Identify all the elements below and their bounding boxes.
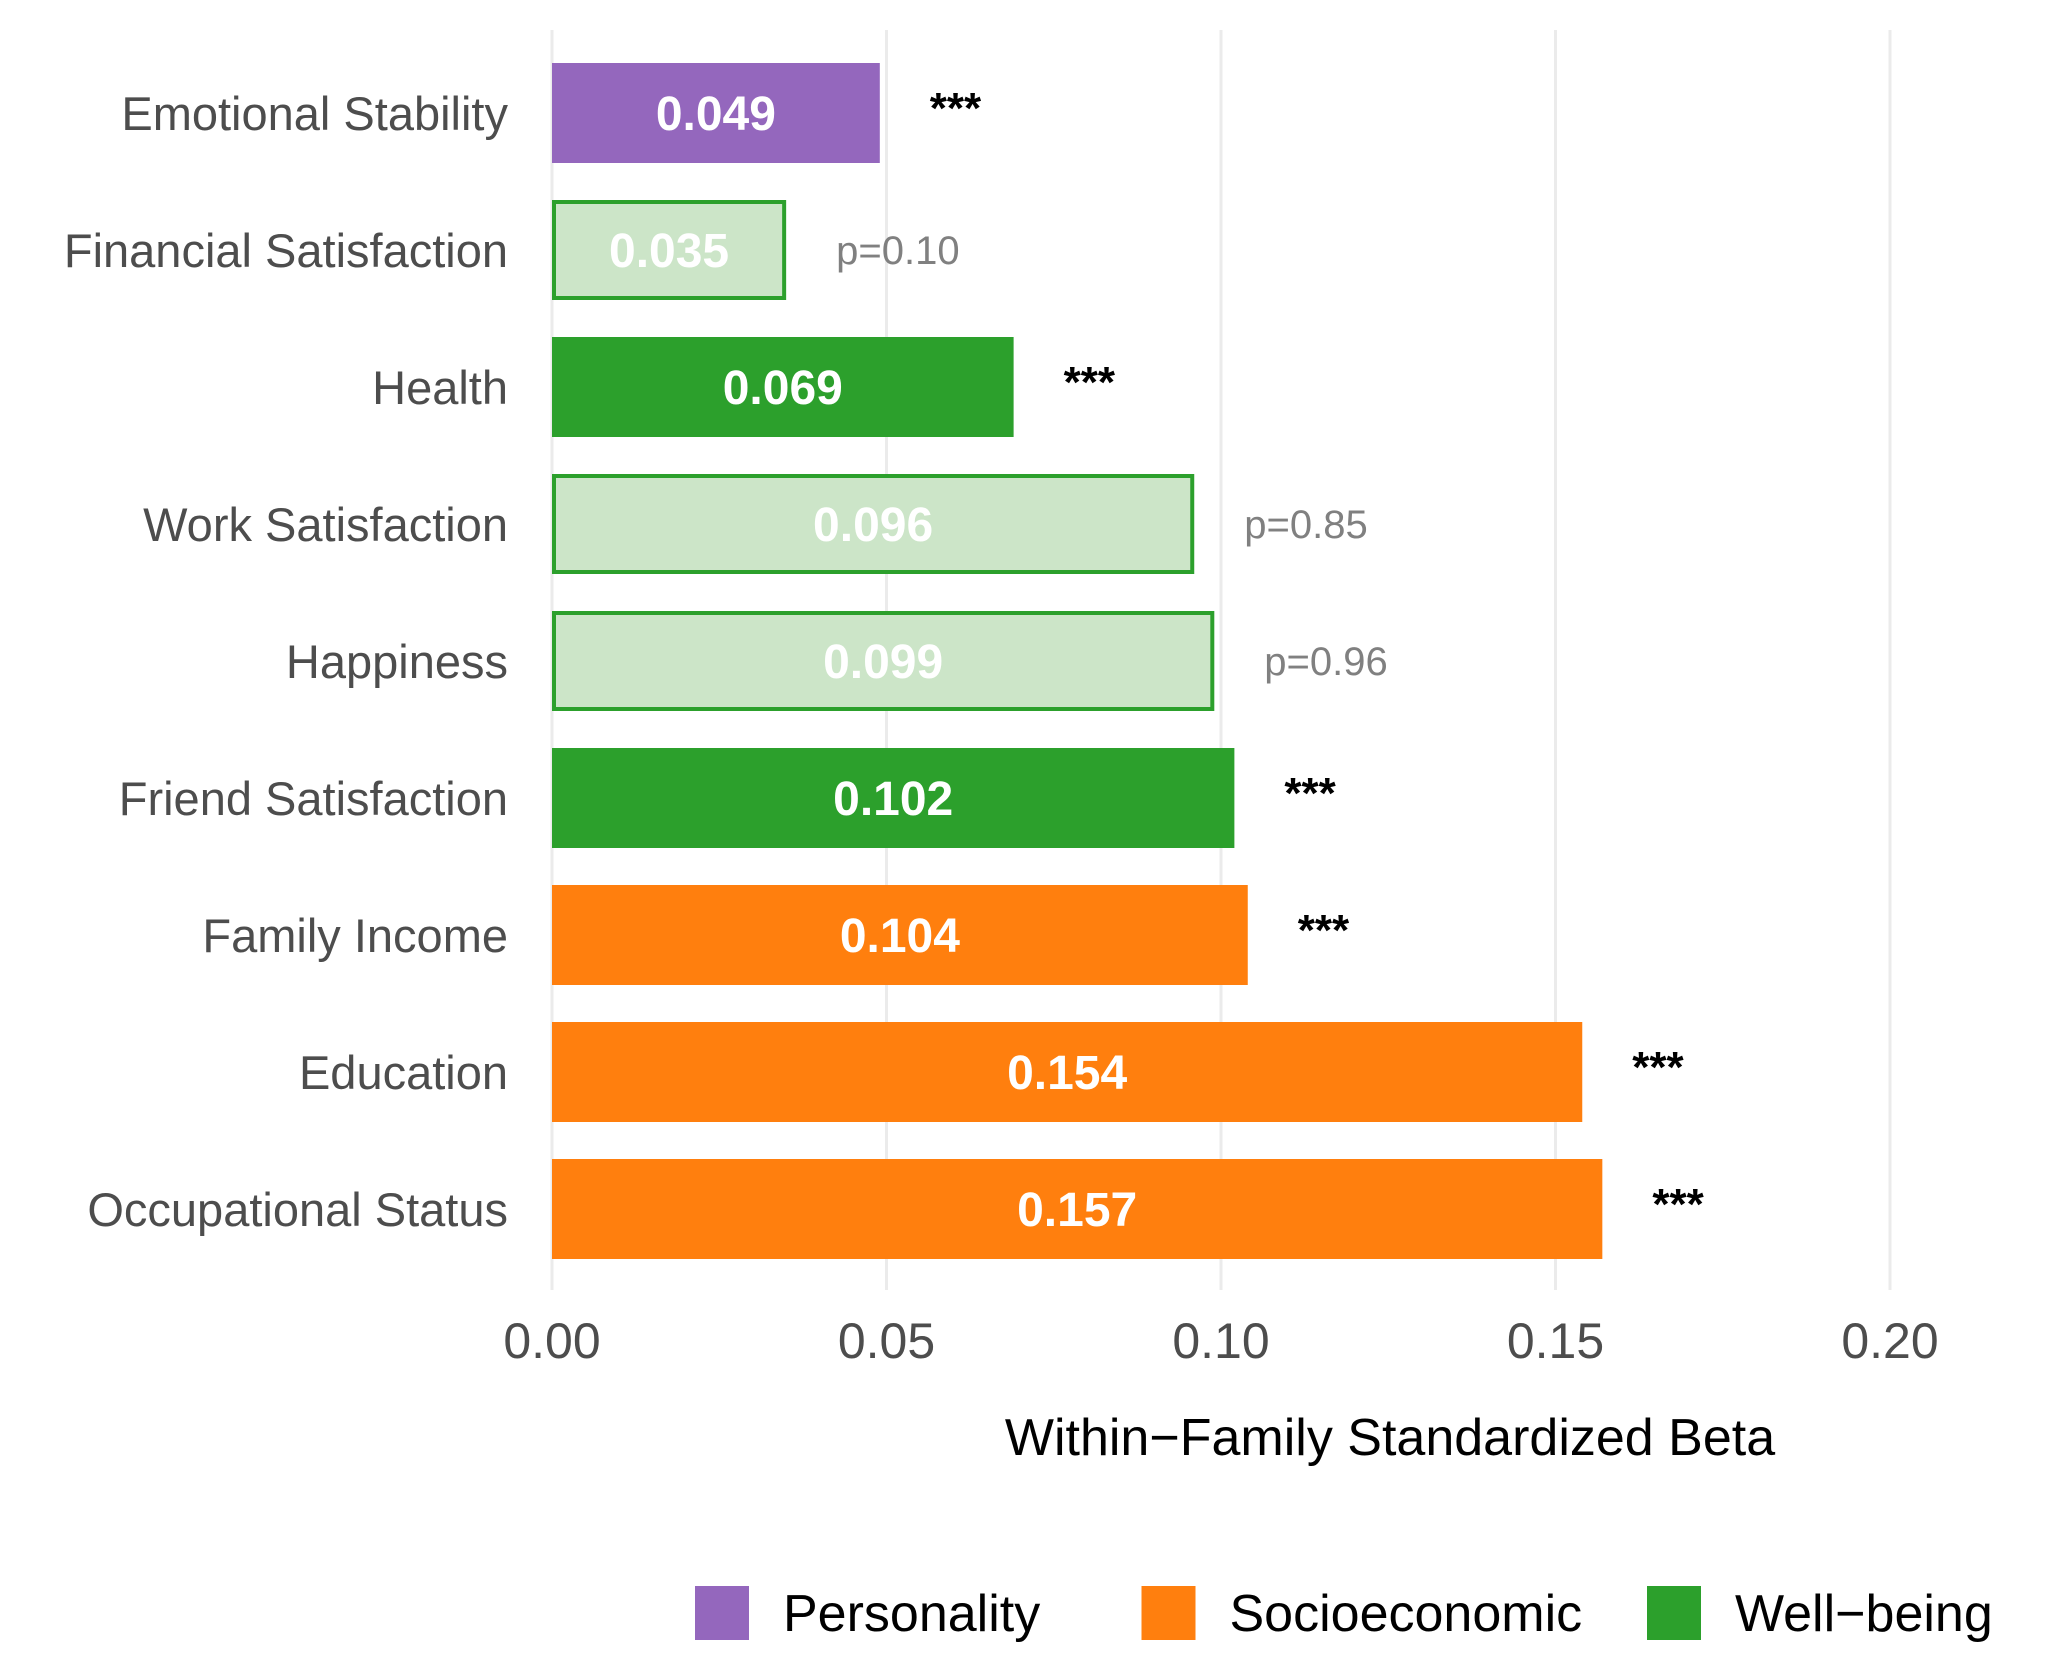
x-axis-title: Within−Family Standardized Beta (1005, 1409, 1775, 1467)
x-tick-label: 0.15 (1507, 1313, 1604, 1369)
bar-nonsignificant (552, 474, 1195, 574)
category-label: Health (372, 361, 508, 414)
bar-group: 0.104 *** (552, 885, 1350, 985)
x-axis-ticks: 0.00 0.05 0.10 0.15 0.20 (503, 1313, 1938, 1369)
bar-value-label: 0.049 (656, 88, 776, 141)
significance-stars: *** (1298, 906, 1350, 955)
legend-label: Socioeconomic (1230, 1585, 1583, 1643)
category-label: Financial Satisfaction (64, 224, 508, 277)
bar (552, 1022, 1583, 1122)
bar-value-label: 0.154 (1007, 1047, 1127, 1100)
p-value-label: p=0.96 (1264, 640, 1387, 684)
legend: Personality Socioeconomic Well−being (695, 1585, 1993, 1643)
p-value-label: p=0.85 (1244, 503, 1367, 547)
bar-value-label: 0.035 (609, 225, 729, 278)
bar-group: 0.099 p=0.96 (552, 611, 1388, 711)
p-value-label: p=0.10 (836, 229, 959, 273)
bar (552, 63, 880, 163)
bar (552, 885, 1248, 985)
bar-value-label: 0.102 (833, 773, 953, 826)
x-tick-label: 0.05 (838, 1313, 935, 1369)
legend-item: Well−being (1647, 1585, 1993, 1643)
legend-label: Well−being (1735, 1585, 1993, 1643)
bar-group: 0.157 *** (552, 1159, 1705, 1259)
category-labels: Emotional Stability Financial Satisfactio… (64, 87, 509, 1236)
bar-value-label: 0.069 (723, 362, 843, 415)
category-label: Work Satisfaction (143, 498, 508, 551)
significance-stars: *** (1632, 1043, 1684, 1092)
bar-value-label: 0.099 (823, 636, 943, 689)
legend-swatch (1647, 1586, 1701, 1640)
legend-swatch (695, 1586, 749, 1640)
bar-value-label: 0.096 (813, 499, 933, 552)
bar (552, 337, 1014, 437)
bar-group: 0.102 *** (552, 748, 1337, 848)
legend-label: Personality (783, 1585, 1040, 1643)
bar-nonsignificant (552, 200, 787, 300)
bars: 0.049 ***0.035 p=0.100.069 ***0.096 p=0.850.… (552, 63, 1705, 1259)
significance-stars: *** (1284, 769, 1336, 818)
bar-nonsignificant (552, 611, 1215, 711)
legend-swatch (1141, 1586, 1196, 1640)
significance-stars: *** (930, 84, 982, 133)
bar-group: 0.035 p=0.10 (552, 200, 960, 300)
x-tick-label: 0.20 (1841, 1313, 1938, 1369)
bar-value-label: 0.104 (840, 910, 960, 963)
x-tick-label: 0.10 (1172, 1313, 1269, 1369)
category-label: Emotional Stability (121, 87, 508, 140)
bar (552, 1159, 1603, 1259)
bar-group: 0.069 *** (552, 337, 1116, 437)
bar-group: 0.049 *** (552, 63, 982, 163)
x-tick-label: 0.00 (503, 1313, 600, 1369)
bar-value-label: 0.157 (1017, 1184, 1137, 1237)
category-label: Family Income (202, 909, 508, 962)
category-label: Friend Satisfaction (119, 772, 508, 825)
category-label: Happiness (286, 635, 508, 688)
bar (552, 748, 1235, 848)
bar-group: 0.096 p=0.85 (552, 474, 1368, 574)
legend-item: Personality (695, 1585, 1040, 1643)
legend-item: Socioeconomic (1141, 1585, 1583, 1643)
bar-group: 0.154 *** (552, 1022, 1685, 1122)
significance-stars: *** (1064, 358, 1116, 407)
category-label: Occupational Status (87, 1183, 508, 1236)
significance-stars: *** (1652, 1180, 1704, 1229)
category-label: Education (299, 1046, 508, 1099)
